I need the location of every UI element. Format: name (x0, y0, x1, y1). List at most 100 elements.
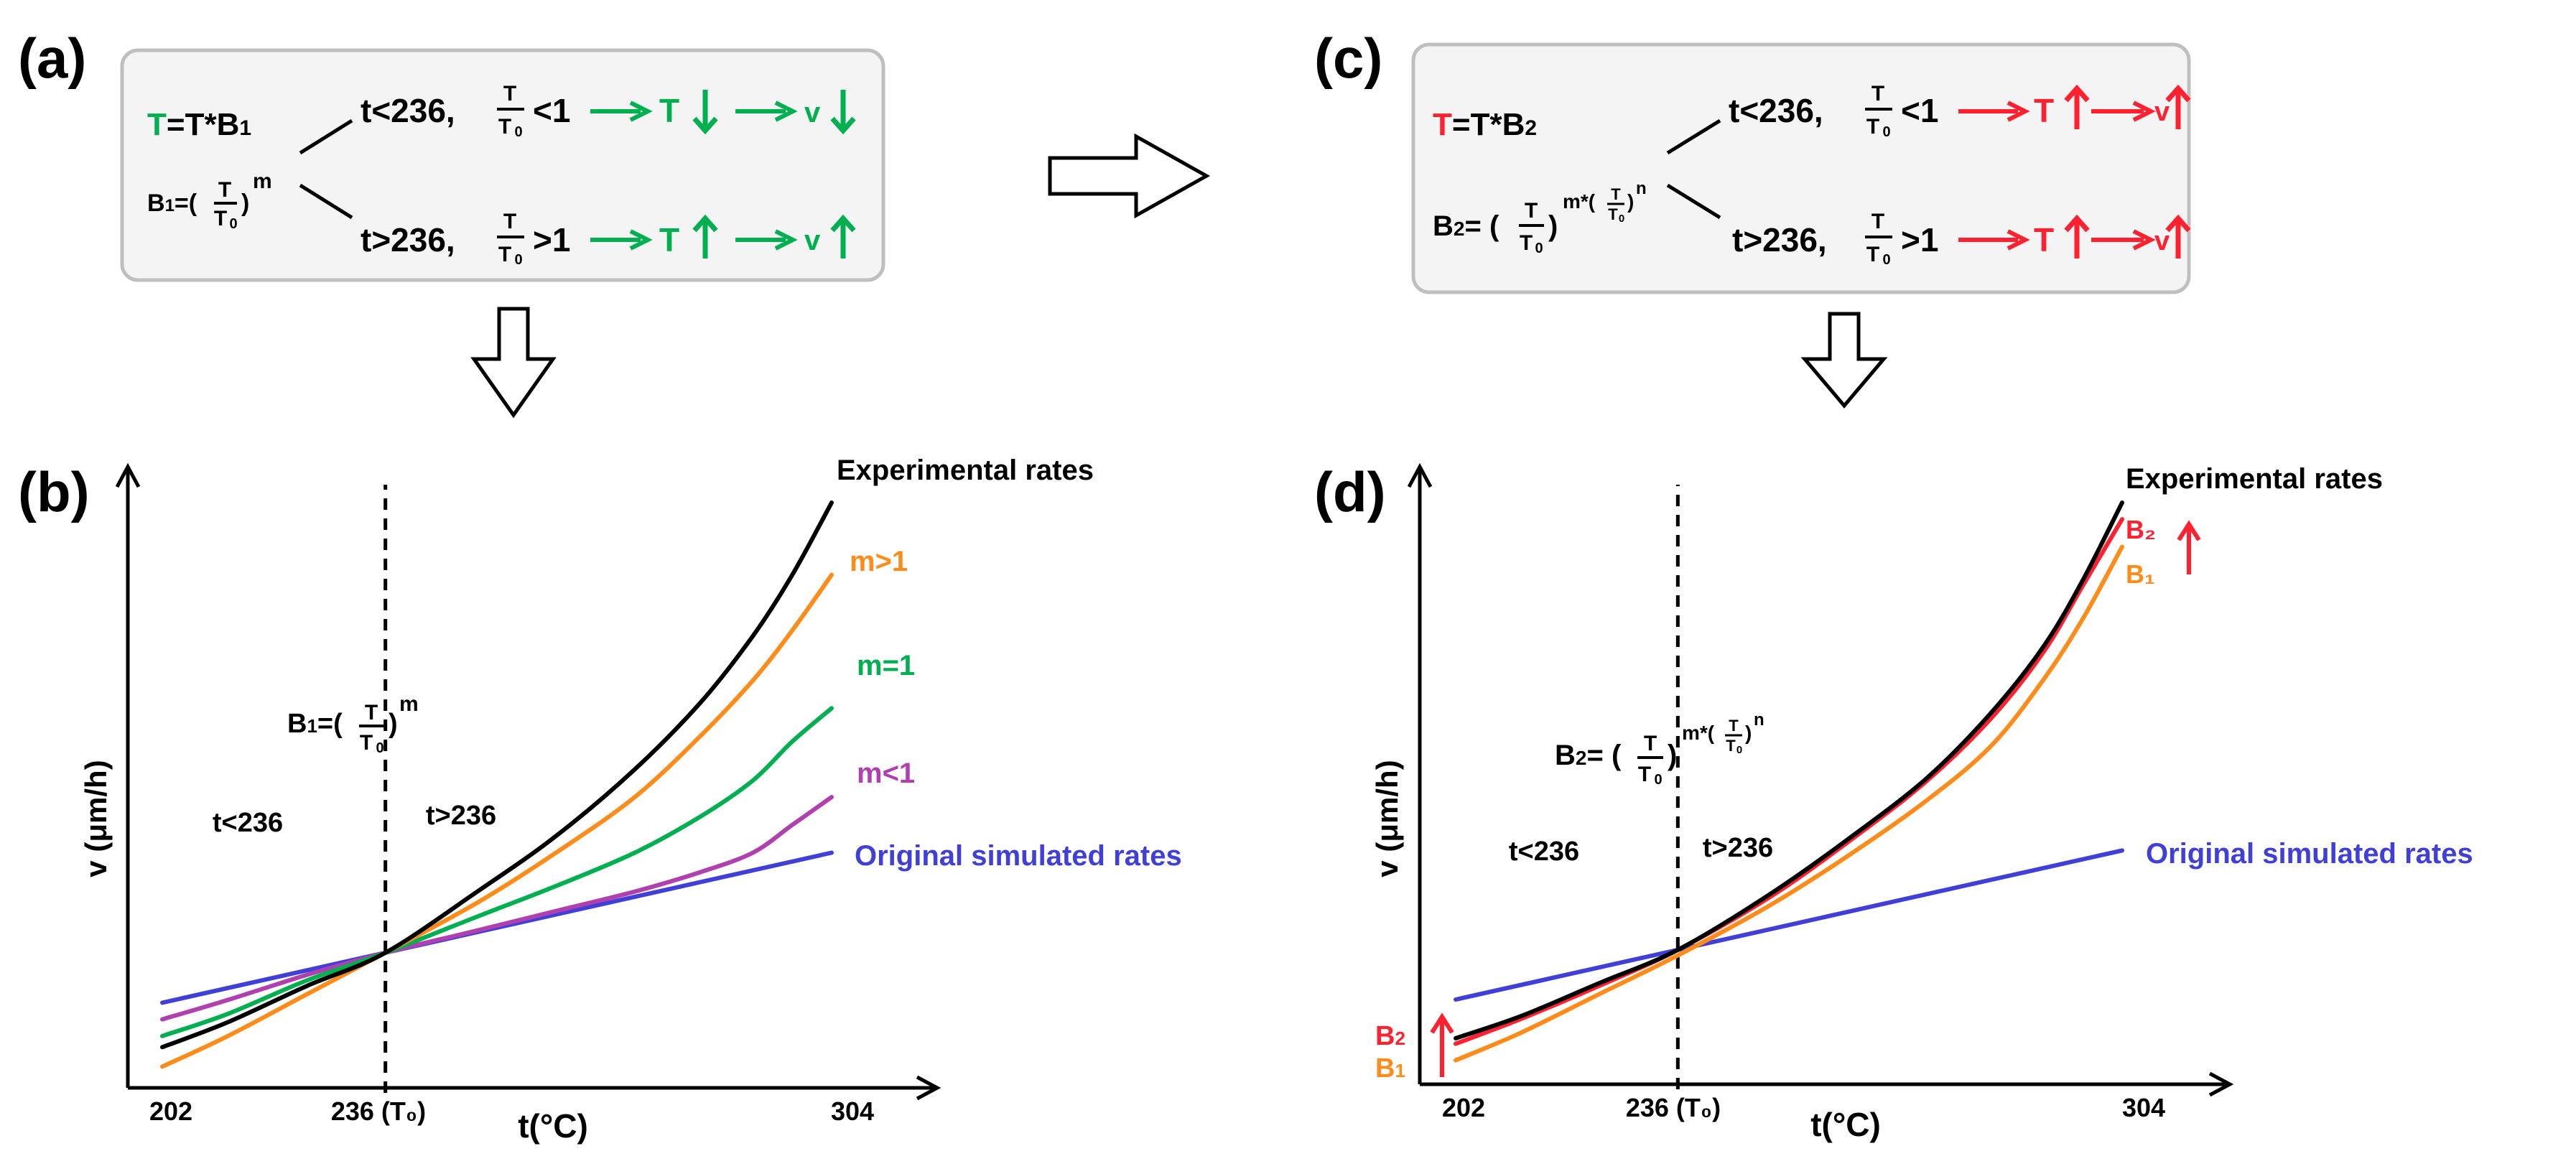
svg-text:T: T (214, 207, 227, 230)
svg-text:0: 0 (1654, 772, 1662, 788)
svg-text:B2= (: B2= ( (1433, 210, 1499, 242)
series-label: m<1 (857, 758, 915, 789)
chart-b: (b) v (μm/h) t(°C) 202 236 (T₀) 304 Experi… (18, 455, 1182, 1145)
panel-a-branch-up (299, 118, 353, 155)
chart-d-annotation: B2= ( T T 0 ) m*( T T 0 ) n (1555, 710, 1764, 788)
chart-b-region-gt: t>236 (426, 801, 496, 831)
svg-text:T: T (503, 82, 516, 106)
svg-text:): ) (1548, 210, 1558, 242)
svg-text:0: 0 (514, 252, 522, 268)
chart-d-series (1454, 500, 2124, 1063)
svg-text:): ) (1627, 190, 1634, 213)
svg-text:0: 0 (1882, 252, 1890, 268)
svg-text:T: T (1866, 115, 1879, 139)
chart-d-region-lt: t<236 (1509, 837, 1579, 867)
panel-c-branch-up (1666, 118, 1721, 155)
panel-a: (a) T=T*B1 B1=( T T 0 ) m t<236, T T 0 <… (18, 27, 885, 282)
svg-text:0: 0 (1882, 124, 1890, 140)
svg-text:T: T (1644, 732, 1657, 755)
chart-d-ticks: 202 236 (T₀) 304 (1442, 1093, 2165, 1122)
chart-b-series-labels: Experimental rates m>1 m=1 m<1 Original simu… (837, 455, 1182, 872)
svg-text:0: 0 (514, 124, 522, 140)
svg-text:T: T (503, 210, 516, 233)
svg-text:B2= (: B2= ( (1555, 740, 1622, 771)
panel-label-a: (a) (18, 27, 86, 90)
series-line-green (160, 706, 834, 1038)
svg-text:m*(: m*( (1682, 722, 1715, 744)
chart-b-axes (115, 462, 941, 1101)
series-label: Experimental rates (837, 455, 1094, 486)
panel-c-branch-lt: t<236, T T 0 <1 T v (1729, 82, 2191, 140)
panel-c-branch-down (1666, 183, 1721, 220)
svg-text:0: 0 (376, 740, 383, 756)
svg-text:<1: <1 (1901, 92, 1938, 129)
svg-text:T: T (498, 115, 511, 139)
series-label: B₁ (2126, 559, 2155, 589)
svg-text:t>236,: t>236, (361, 221, 455, 259)
svg-text:T: T (360, 731, 373, 755)
svg-text:>1: >1 (1901, 221, 1938, 259)
panel-label-d: (d) (1314, 460, 1386, 523)
svg-text:0: 0 (1619, 213, 1624, 225)
svg-text:): ) (389, 709, 398, 739)
svg-text:B1: B1 (1375, 1053, 1405, 1084)
series-label: Original simulated rates (2146, 838, 2473, 870)
svg-text:B1=(: B1=( (147, 190, 197, 217)
svg-text:n: n (1636, 179, 1647, 198)
panel-c-eq-t: T=T*B2 (1433, 107, 1537, 142)
svg-text:T: T (1726, 737, 1736, 755)
series-label: Original simulated rates (855, 840, 1182, 872)
panel-a-branch-gt: t>236, T T 0 >1 T v (361, 210, 856, 268)
x-tick-label: 236 (T₀) (1626, 1093, 1721, 1122)
panel-label-c: (c) (1314, 27, 1382, 90)
svg-text:0: 0 (229, 216, 237, 232)
series-line-red (1454, 517, 2124, 1046)
x-tick-label: 304 (2122, 1093, 2165, 1122)
x-tick-label: 236 (T₀) (331, 1096, 426, 1126)
chart-b-ticks: 202 236 (T₀) 304 (149, 1096, 874, 1126)
x-tick-label: 304 (831, 1096, 874, 1126)
panel-label-b: (b) (18, 460, 90, 523)
svg-text:t>236,: t>236, (1732, 221, 1827, 259)
series-line-orange (160, 572, 834, 1069)
svg-text:t<236,: t<236, (361, 92, 455, 129)
svg-text:v: v (804, 225, 821, 256)
chart-d-side-labels: B2 B1 (1375, 1012, 1454, 1084)
chart-d-y-label: v (μm/h) (1370, 760, 1404, 877)
svg-text:T: T (1525, 199, 1538, 223)
svg-text:T: T (218, 178, 231, 202)
svg-text:T: T (1608, 205, 1618, 223)
svg-text:B1=(: B1=( (287, 709, 343, 739)
chart-d-x-label: t(°C) (1810, 1106, 1881, 1143)
series-line-black (1454, 500, 2124, 1040)
chart-d-region-gt: t>236 (1703, 833, 1773, 863)
svg-text:v: v (804, 97, 821, 129)
x-tick-label: 202 (1442, 1093, 1485, 1122)
panel-c: (c) T=T*B2 B2= ( T T 0 ) m*( T T 0 ) n t… (1314, 27, 2191, 294)
svg-text:v: v (2154, 226, 2170, 256)
svg-text:m: m (399, 692, 419, 716)
svg-text:T: T (1871, 82, 1884, 106)
svg-text:<1: <1 (533, 92, 570, 129)
svg-text:T: T (659, 221, 679, 259)
svg-text:T: T (1638, 763, 1651, 786)
svg-text:t<236,: t<236, (1729, 92, 1823, 129)
svg-text:>1: >1 (533, 221, 570, 259)
arrow-a-to-c (1048, 133, 1211, 219)
chart-b-x-label: t(°C) (518, 1107, 588, 1145)
svg-text:T: T (1729, 717, 1739, 735)
panel-a-branch-down (299, 183, 353, 220)
panel-c-box (1411, 42, 2191, 294)
svg-text:T: T (2034, 92, 2054, 129)
svg-text:v: v (2154, 97, 2170, 127)
chart-b-y-label: v (μm/h) (79, 760, 113, 877)
panel-a-eq-t: T=T*B1 (147, 107, 251, 142)
chart-d-series-labels: Experimental rates B₂ B₁ Original simulated… (2126, 463, 2473, 870)
arrow-c-to-d (1800, 312, 1888, 409)
series-label: m>1 (850, 546, 908, 577)
arrow-a-to-b (470, 307, 557, 419)
series-label: Experimental rates (2126, 463, 2383, 495)
chart-b-annotation: B1=( T T 0 ) m (287, 692, 419, 756)
series-label: B₂ (2126, 515, 2156, 544)
